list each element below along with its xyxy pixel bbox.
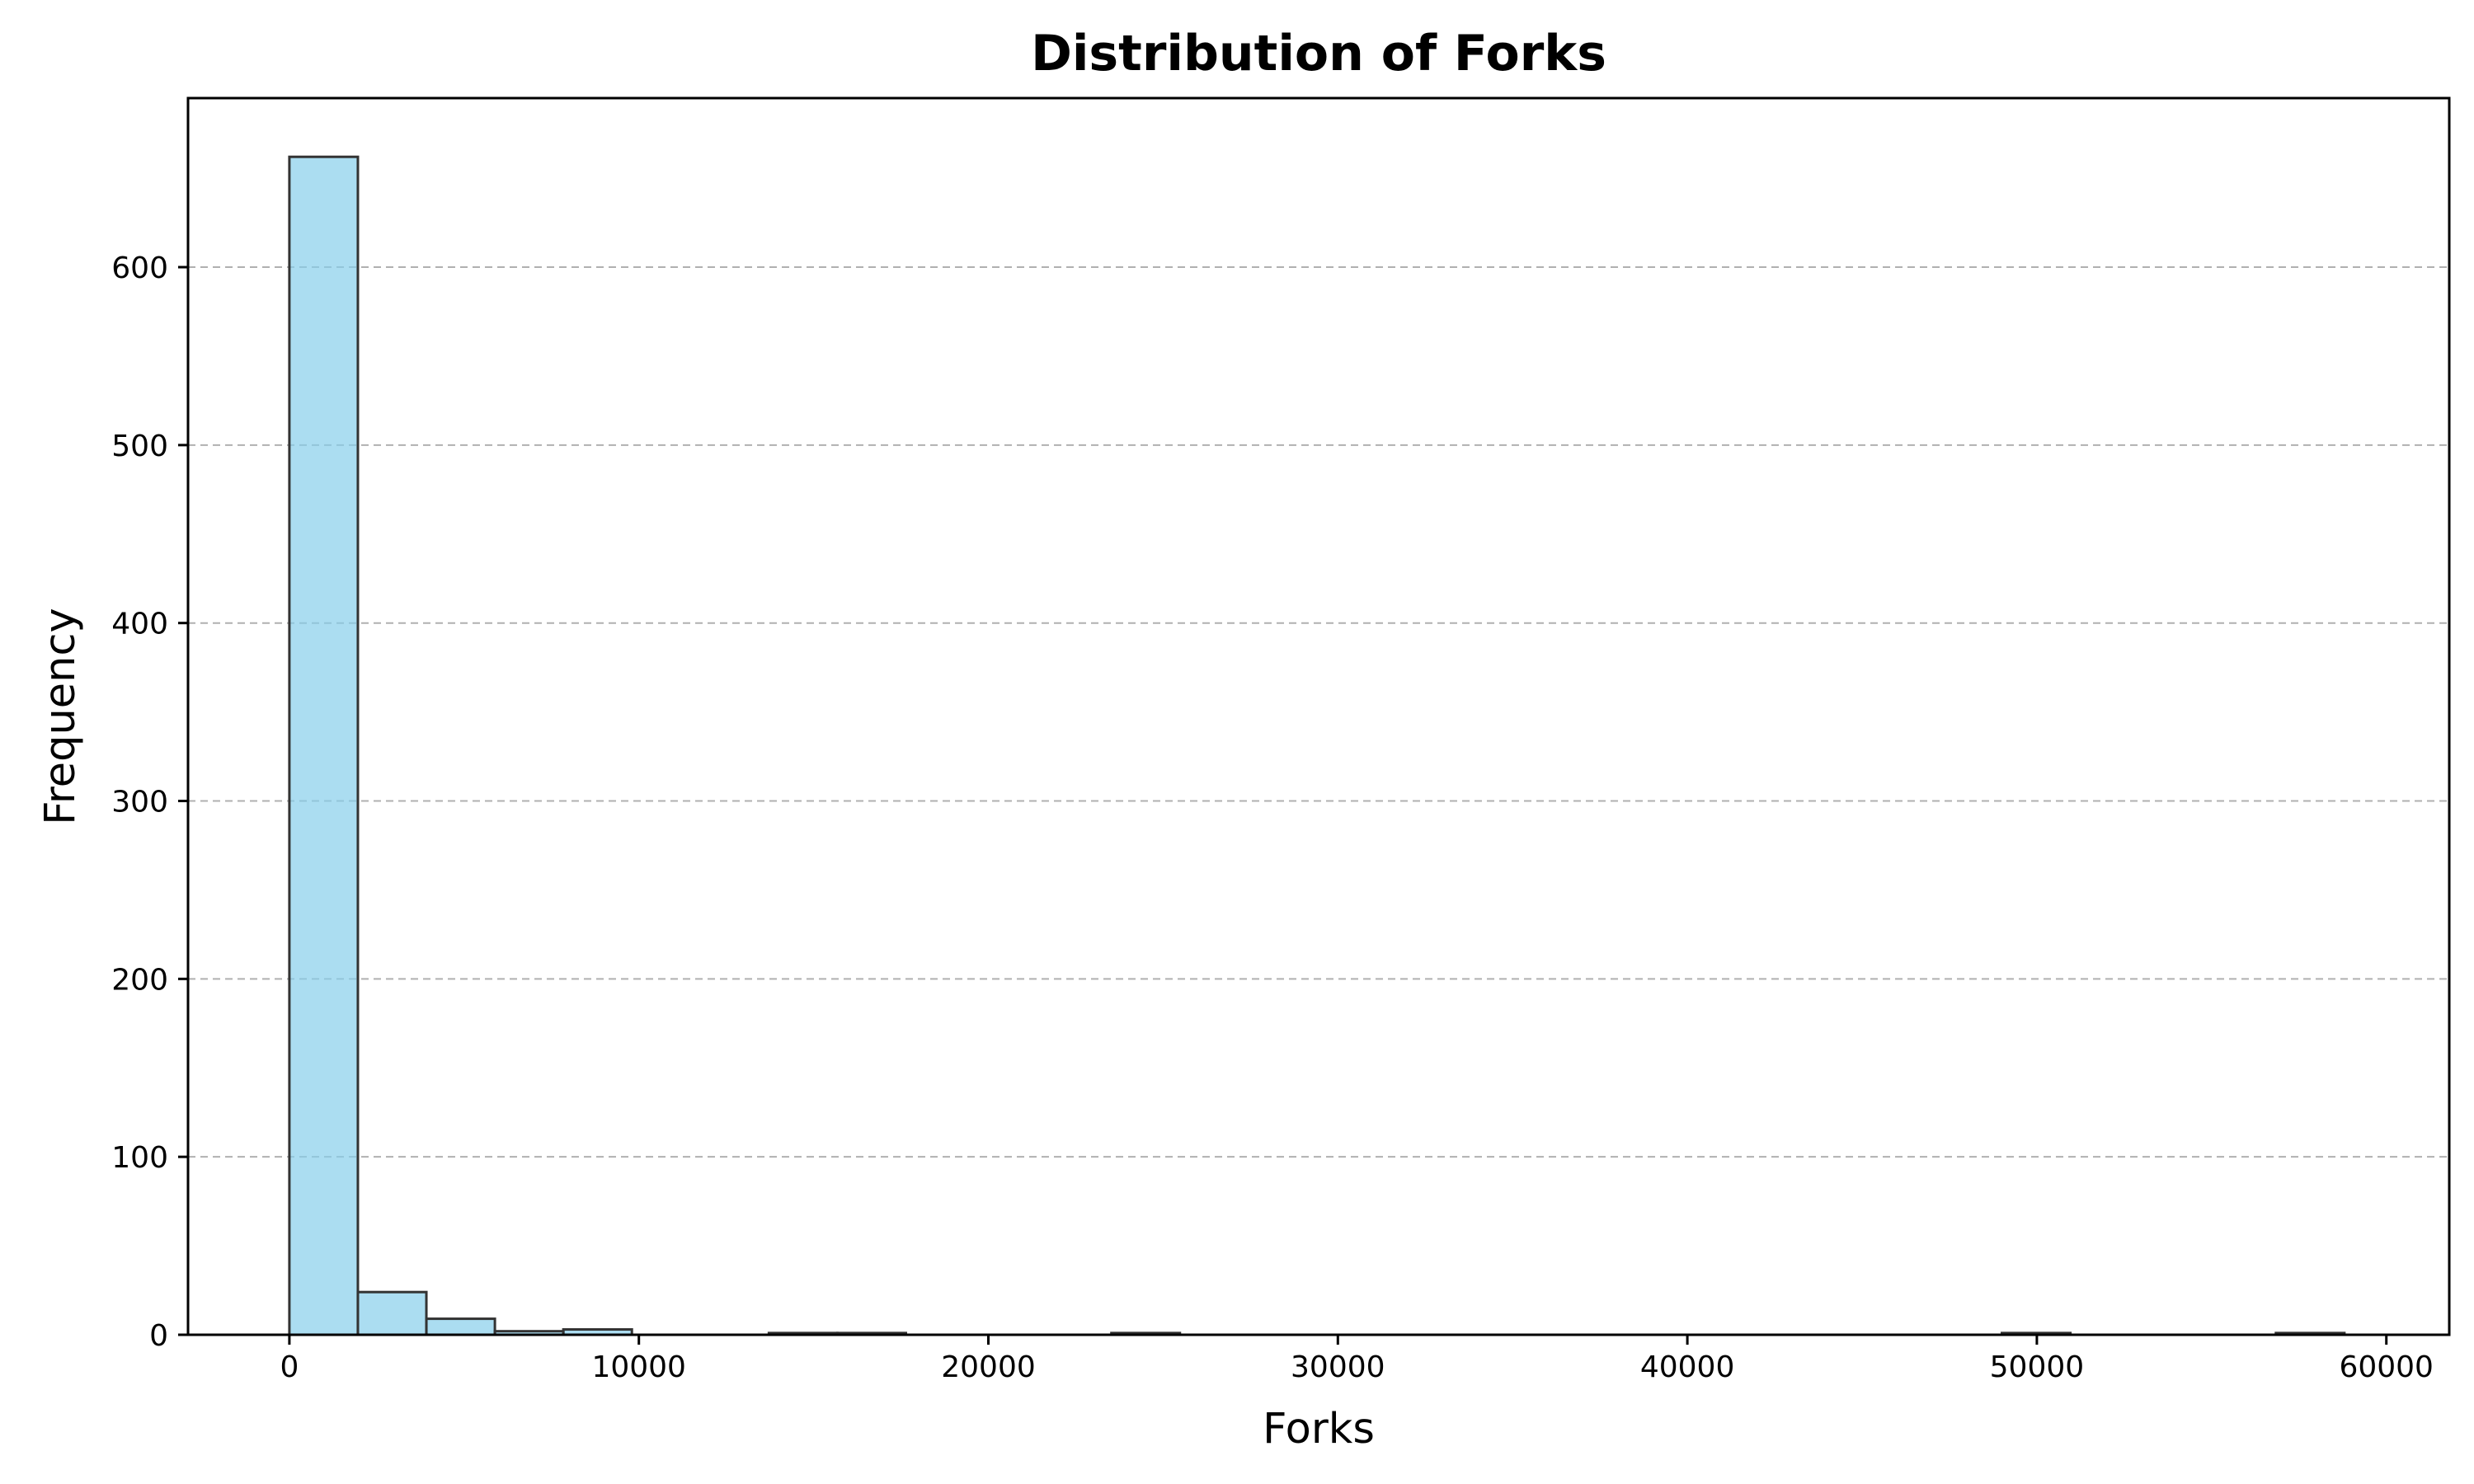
x-tick-label-50000: 50000 (1990, 1350, 2085, 1384)
histogram-bar-0 (288, 155, 360, 1336)
y-tick-label-100: 100 (111, 1141, 168, 1175)
y-tick-label-600: 600 (111, 251, 168, 285)
y-tick-label-0: 0 (149, 1319, 168, 1353)
x-tick-label-0: 0 (280, 1350, 299, 1384)
x-tick-label-30000: 30000 (1291, 1350, 1385, 1384)
x-axis-ticks: 0 10000 20000 30000 40000 50000 60000 (280, 1335, 2434, 1384)
y-axis-ticks: 0 100 200 300 400 500 600 (111, 251, 188, 1353)
y-tick-label-400: 400 (111, 608, 168, 641)
histogram-bar-2 (425, 1317, 496, 1336)
x-tick-label-60000: 60000 (2339, 1350, 2434, 1384)
plot-frame (186, 96, 2451, 1336)
histogram-bars (288, 155, 2346, 1336)
x-tick-label-20000: 20000 (941, 1350, 1036, 1384)
x-tick-label-40000: 40000 (1640, 1350, 1735, 1384)
y-tick-label-200: 200 (111, 963, 168, 997)
chart-title: Distribution of Forks (1031, 25, 1606, 82)
y-tick-label-300: 300 (111, 786, 168, 819)
y-axis-label: Frequency (36, 608, 85, 824)
x-tick-label-10000: 10000 (591, 1350, 686, 1384)
y-tick-label-500: 500 (111, 430, 168, 463)
histogram-bar-1 (356, 1290, 428, 1336)
y-gridlines (188, 266, 2449, 1158)
x-axis-label: Forks (1263, 1405, 1375, 1453)
